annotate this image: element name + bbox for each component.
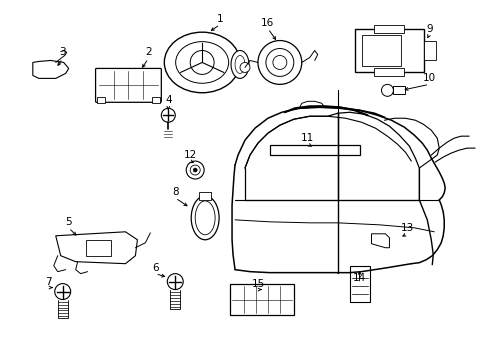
Circle shape: [167, 274, 183, 289]
Text: 5: 5: [65, 217, 72, 227]
Text: 11: 11: [301, 133, 314, 143]
Circle shape: [381, 84, 393, 96]
Bar: [229, 284, 293, 315]
Text: 3: 3: [59, 48, 66, 58]
Circle shape: [240, 62, 249, 72]
Text: 15: 15: [251, 279, 264, 289]
Text: 9: 9: [425, 24, 432, 33]
Text: 4: 4: [164, 95, 171, 105]
Circle shape: [186, 161, 203, 179]
Text: 14: 14: [352, 273, 366, 283]
Text: 6: 6: [152, 263, 158, 273]
Bar: [269, 145, 359, 155]
Polygon shape: [56, 232, 137, 264]
Text: 2: 2: [145, 48, 151, 58]
Bar: [96, 97, 104, 103]
Text: 16: 16: [261, 18, 274, 28]
Bar: [85, 240, 110, 256]
Ellipse shape: [164, 32, 240, 93]
Text: 7: 7: [45, 276, 52, 287]
Circle shape: [190, 50, 214, 75]
Bar: [199, 192, 211, 200]
Polygon shape: [371, 234, 388, 248]
FancyBboxPatch shape: [95, 68, 161, 102]
Circle shape: [193, 168, 197, 172]
Text: 10: 10: [422, 73, 435, 84]
Ellipse shape: [235, 55, 244, 73]
Bar: [349, 266, 369, 302]
Text: 12: 12: [183, 150, 197, 160]
Ellipse shape: [230, 50, 248, 78]
Ellipse shape: [175, 42, 228, 83]
Text: 1: 1: [216, 14, 223, 24]
Ellipse shape: [191, 196, 219, 240]
Circle shape: [272, 55, 286, 69]
Text: 8: 8: [172, 187, 178, 197]
Circle shape: [190, 165, 200, 175]
Bar: [374, 24, 404, 32]
Bar: [374, 68, 404, 76]
Polygon shape: [33, 60, 68, 78]
Bar: [361, 35, 401, 67]
Bar: [424, 41, 435, 60]
Circle shape: [258, 41, 301, 84]
Text: 13: 13: [400, 223, 413, 233]
Bar: [152, 97, 160, 103]
Circle shape: [55, 284, 71, 300]
Circle shape: [265, 49, 293, 76]
Bar: [354, 28, 424, 72]
Ellipse shape: [195, 201, 215, 235]
Bar: [393, 86, 405, 94]
Circle shape: [161, 108, 175, 122]
